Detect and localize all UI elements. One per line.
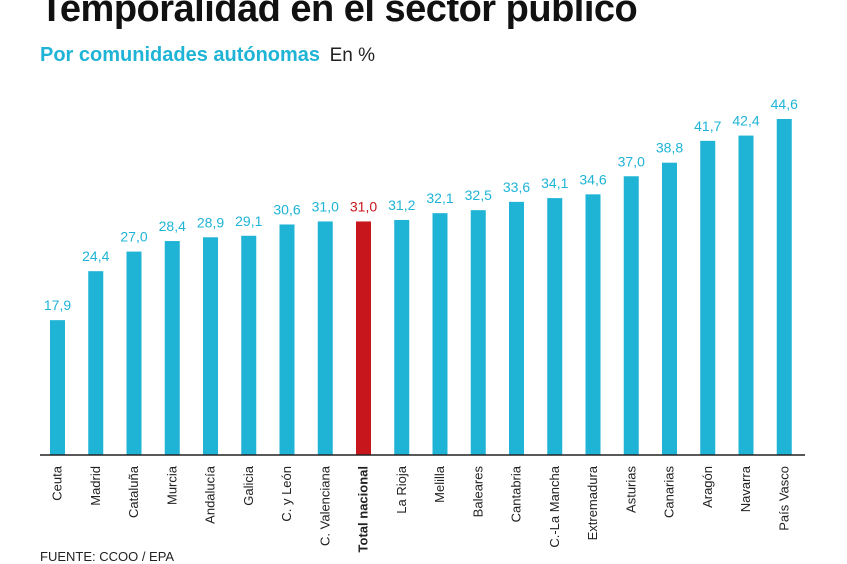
value-label: 33,6 [503, 179, 530, 195]
value-label: 24,4 [82, 248, 109, 264]
category-label: C. Valenciana [317, 465, 332, 546]
category-label: La Rioja [394, 465, 409, 513]
bar [50, 320, 65, 455]
category-label: Cataluña [126, 465, 141, 518]
category-label: Navarra [738, 465, 753, 512]
category-label: Melilla [432, 465, 447, 503]
category-label: Asturias [623, 466, 638, 513]
bar [88, 271, 104, 455]
bar [241, 235, 257, 455]
value-label: 28,9 [197, 214, 224, 230]
category-label: C.-La Mancha [547, 465, 562, 547]
value-label: 44,6 [771, 96, 798, 112]
bar [738, 135, 754, 456]
value-label: 31,2 [388, 197, 415, 213]
value-label: 34,1 [541, 175, 568, 191]
bar [623, 176, 639, 455]
value-label: 34,6 [579, 171, 606, 187]
category-label: Aragón [700, 466, 715, 508]
category-label: Galicia [241, 465, 256, 506]
category-label: C. y León [279, 466, 294, 522]
value-label: 42,4 [732, 113, 759, 129]
subtitle-text: Por comunidades autónomas [40, 44, 321, 66]
chart-title: Temporalidad en el sector público [40, 0, 638, 30]
unit-label: En % [329, 45, 376, 66]
value-label: 30,6 [273, 201, 300, 217]
value-label: 27,0 [120, 229, 147, 245]
bar [279, 224, 295, 455]
value-label: 29,1 [235, 213, 262, 229]
bar [432, 213, 448, 455]
bar [547, 198, 563, 455]
bar [203, 237, 218, 455]
category-label: Canarias [662, 466, 677, 519]
bar [470, 210, 486, 455]
bar [394, 219, 410, 455]
bar [662, 162, 677, 455]
value-label: 37,0 [618, 153, 645, 169]
chart-subtitle: Por comunidades autónomas En % [40, 44, 375, 67]
category-label: Extremadura [585, 465, 600, 540]
value-label: 31,0 [312, 198, 339, 214]
category-label: Total nacional [356, 466, 371, 552]
bar [317, 221, 333, 455]
value-label: 17,9 [44, 297, 71, 313]
value-label: 32,1 [426, 190, 453, 206]
value-label: 28,4 [159, 218, 186, 234]
category-label: País Vasco [776, 466, 791, 531]
bar [164, 241, 180, 455]
category-label: Cantabria [509, 465, 524, 522]
value-label: 38,8 [656, 140, 683, 156]
category-label: Baleares [470, 466, 485, 518]
bar [585, 194, 601, 456]
value-label: 41,7 [694, 118, 721, 134]
bar [776, 119, 792, 455]
category-label: Andalucía [203, 465, 218, 524]
bar [509, 201, 524, 455]
source-note: FUENTE: CCOO / EPA [40, 549, 175, 564]
bar [126, 251, 142, 455]
category-label: Madrid [88, 466, 103, 506]
value-label: 31,0 [350, 198, 377, 214]
category-label: Ceuta [50, 465, 65, 500]
bar [700, 140, 716, 455]
category-label: Murcia [164, 465, 179, 505]
bar [356, 221, 371, 455]
value-label: 32,5 [465, 187, 492, 203]
